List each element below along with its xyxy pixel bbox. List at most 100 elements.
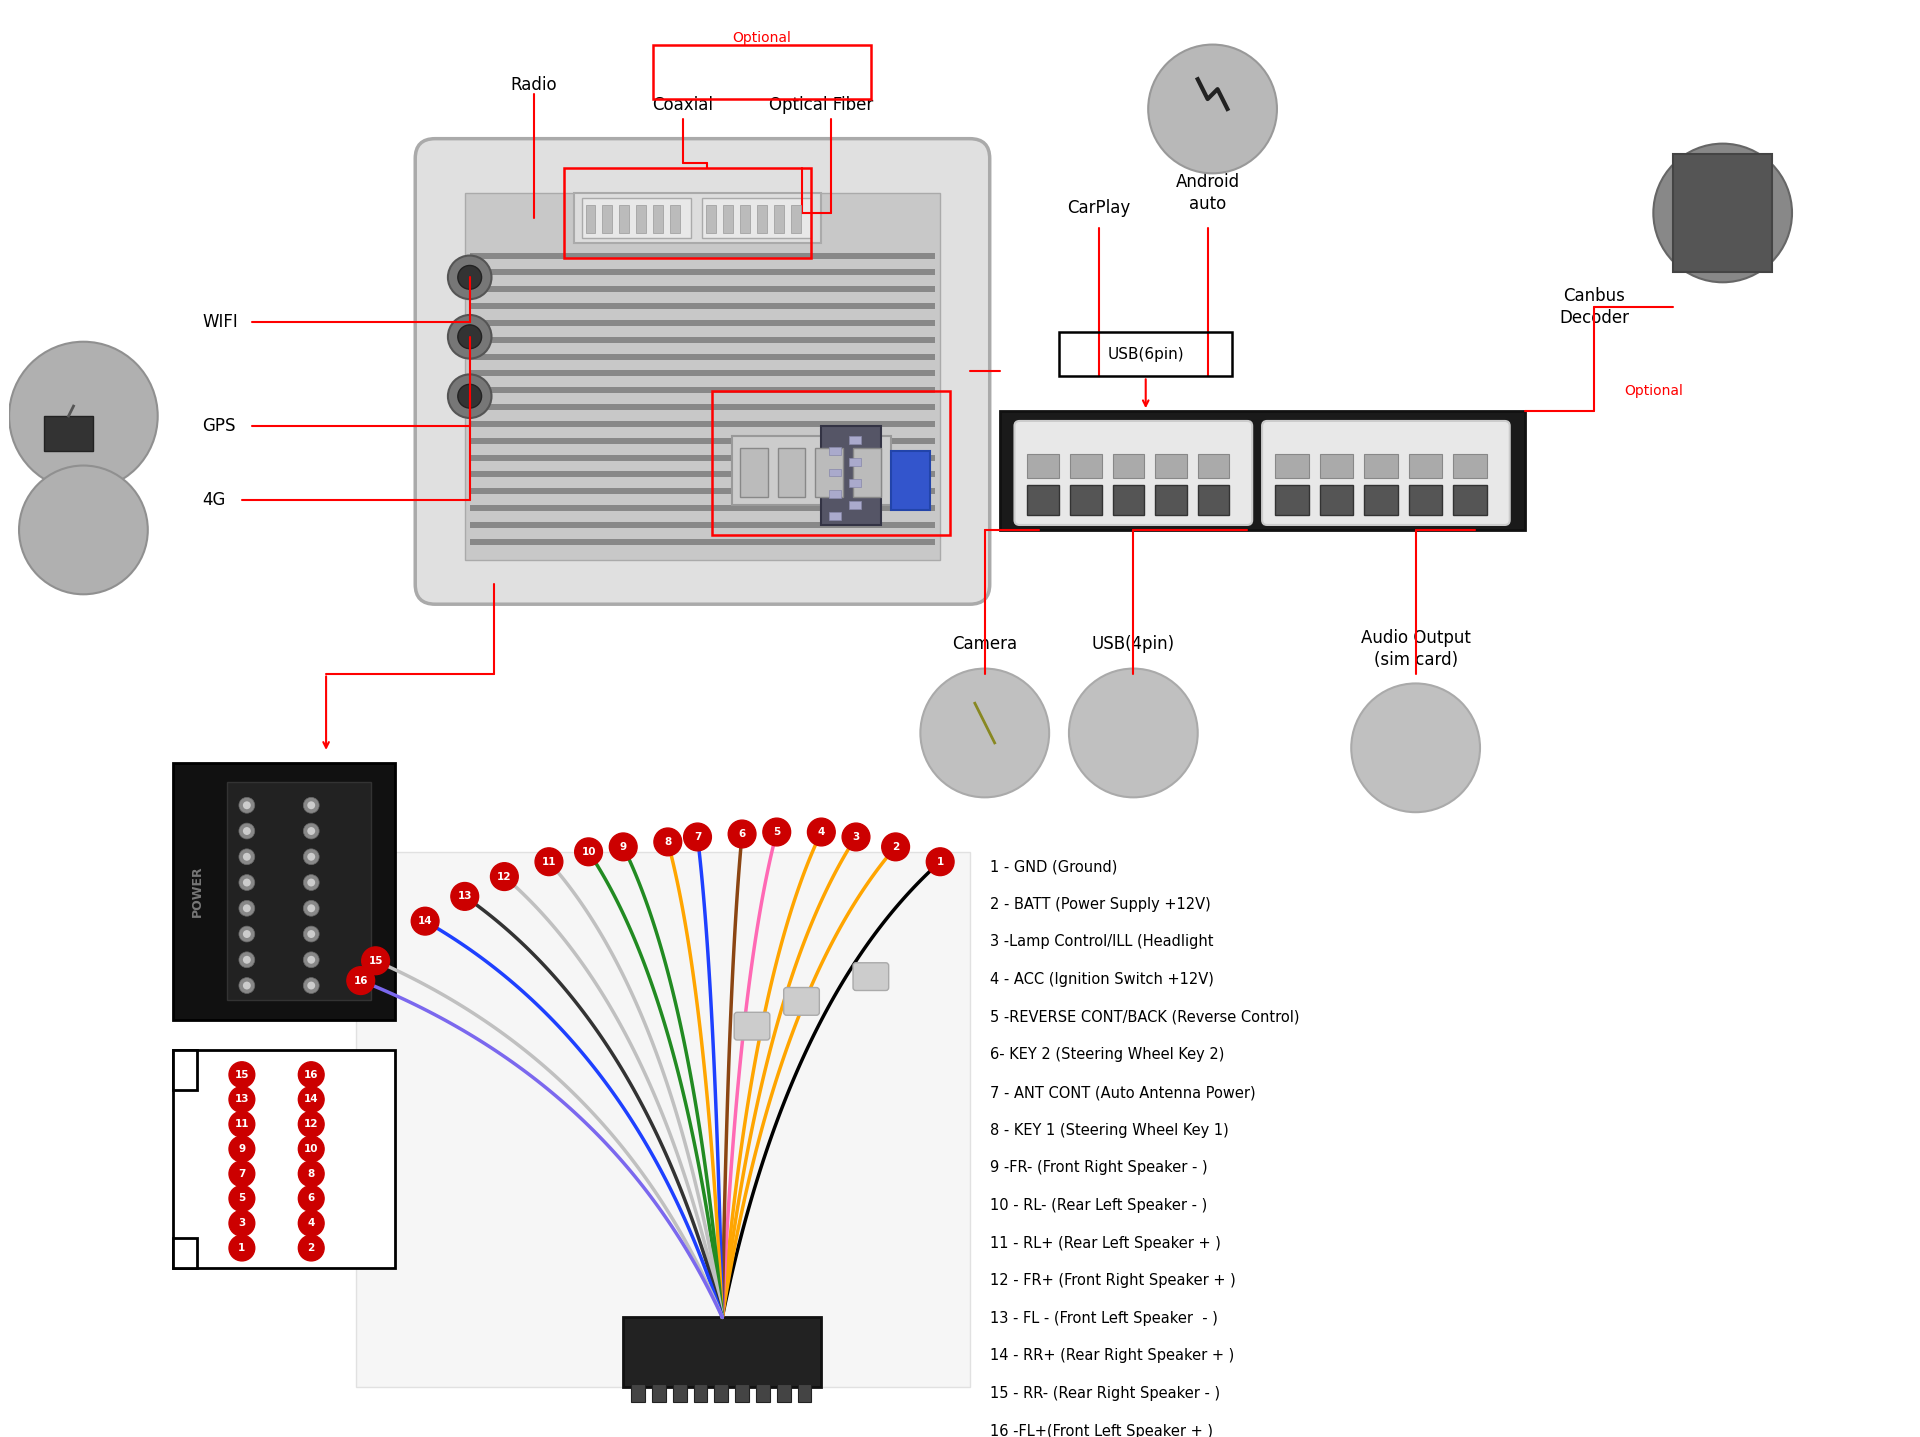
Circle shape [307, 904, 315, 912]
Text: 7: 7 [238, 1168, 246, 1178]
Text: 2: 2 [307, 1243, 315, 1253]
Text: 15 - RR- (Rear Right Speaker - ): 15 - RR- (Rear Right Speaker - ) [989, 1387, 1219, 1401]
Text: 11 - RL+ (Rear Left Speaker + ): 11 - RL+ (Rear Left Speaker + ) [989, 1236, 1221, 1250]
Bar [732, 435, 891, 506]
Text: 6: 6 [739, 829, 745, 839]
Bar [355, 852, 970, 1387]
Bar [778, 1384, 791, 1401]
Text: 12: 12 [497, 872, 511, 881]
Text: Optical Fiber: Optical Fiber [770, 96, 874, 114]
Circle shape [574, 838, 603, 865]
Bar [816, 448, 843, 497]
Text: 3: 3 [852, 832, 860, 842]
Bar [470, 354, 935, 359]
Bar [173, 763, 396, 1020]
Text: Android
auto: Android auto [1175, 172, 1240, 213]
Bar [227, 783, 371, 1000]
Circle shape [307, 956, 315, 964]
Text: 6: 6 [307, 1194, 315, 1204]
Circle shape [298, 1210, 324, 1236]
Circle shape [19, 466, 148, 595]
Circle shape [228, 1086, 255, 1112]
Text: 14 - RR+ (Rear Right Speaker + ): 14 - RR+ (Rear Right Speaker + ) [989, 1348, 1235, 1364]
Bar [1069, 454, 1102, 479]
Circle shape [655, 828, 682, 856]
Circle shape [228, 1236, 255, 1260]
Circle shape [244, 930, 252, 938]
Text: Camera: Camera [952, 635, 1018, 652]
Circle shape [843, 823, 870, 851]
Bar [653, 1384, 666, 1401]
Circle shape [303, 951, 319, 967]
Bar [756, 1384, 770, 1401]
Bar [1672, 154, 1772, 273]
Text: 8: 8 [307, 1168, 315, 1178]
Bar [1275, 454, 1309, 479]
Text: Coaxial: Coaxial [653, 96, 712, 114]
Text: 13 - FL - (Front Left Speaker  - ): 13 - FL - (Front Left Speaker - ) [989, 1311, 1217, 1326]
Circle shape [228, 1210, 255, 1236]
Bar [1060, 332, 1233, 376]
Bar [470, 286, 935, 292]
Bar [470, 471, 935, 477]
Circle shape [307, 930, 315, 938]
Bar [1453, 454, 1486, 479]
Bar [173, 1050, 396, 1267]
Bar [829, 490, 841, 499]
Circle shape [684, 823, 712, 851]
Circle shape [228, 1161, 255, 1187]
Bar [849, 502, 860, 509]
Bar [774, 205, 783, 233]
Bar [712, 391, 950, 535]
Bar [672, 1384, 687, 1401]
Text: 13: 13 [457, 891, 472, 901]
Circle shape [447, 375, 492, 418]
Bar [470, 336, 935, 342]
Circle shape [244, 904, 252, 912]
Text: 4: 4 [307, 1219, 315, 1229]
Bar [465, 193, 941, 559]
Circle shape [1653, 144, 1791, 282]
Bar [470, 269, 935, 276]
Bar [756, 205, 766, 233]
Circle shape [361, 947, 390, 974]
Circle shape [298, 1062, 324, 1088]
Text: 1: 1 [238, 1243, 246, 1253]
Bar [822, 425, 881, 525]
Circle shape [10, 342, 157, 490]
Text: 14: 14 [303, 1095, 319, 1105]
Circle shape [238, 951, 255, 967]
Bar [852, 448, 881, 497]
Circle shape [881, 833, 910, 861]
Text: GPS: GPS [202, 417, 236, 435]
Text: 4: 4 [818, 828, 826, 836]
FancyBboxPatch shape [1014, 421, 1252, 525]
Text: 9 -FR- (Front Right Speaker - ): 9 -FR- (Front Right Speaker - ) [989, 1160, 1208, 1175]
Bar [582, 198, 691, 237]
Circle shape [307, 981, 315, 990]
Bar [470, 539, 935, 545]
Bar [829, 468, 841, 477]
Circle shape [307, 828, 315, 835]
Text: 7 - ANT CONT (Auto Antenna Power): 7 - ANT CONT (Auto Antenna Power) [989, 1085, 1256, 1099]
Bar [849, 457, 860, 466]
Bar [791, 205, 801, 233]
Bar [470, 506, 935, 512]
Bar [829, 447, 841, 454]
Circle shape [728, 821, 756, 848]
Circle shape [490, 862, 518, 891]
Bar [1069, 486, 1102, 514]
Circle shape [298, 1111, 324, 1137]
Circle shape [244, 981, 252, 990]
Bar [670, 205, 680, 233]
Bar [173, 1050, 198, 1089]
Text: 5: 5 [774, 828, 780, 836]
Bar [653, 45, 872, 99]
Circle shape [228, 1062, 255, 1088]
Text: 8: 8 [664, 836, 672, 846]
Bar [703, 198, 812, 237]
Bar [778, 448, 806, 497]
Text: 2: 2 [893, 842, 899, 852]
Circle shape [298, 1137, 324, 1163]
Bar [849, 480, 860, 487]
